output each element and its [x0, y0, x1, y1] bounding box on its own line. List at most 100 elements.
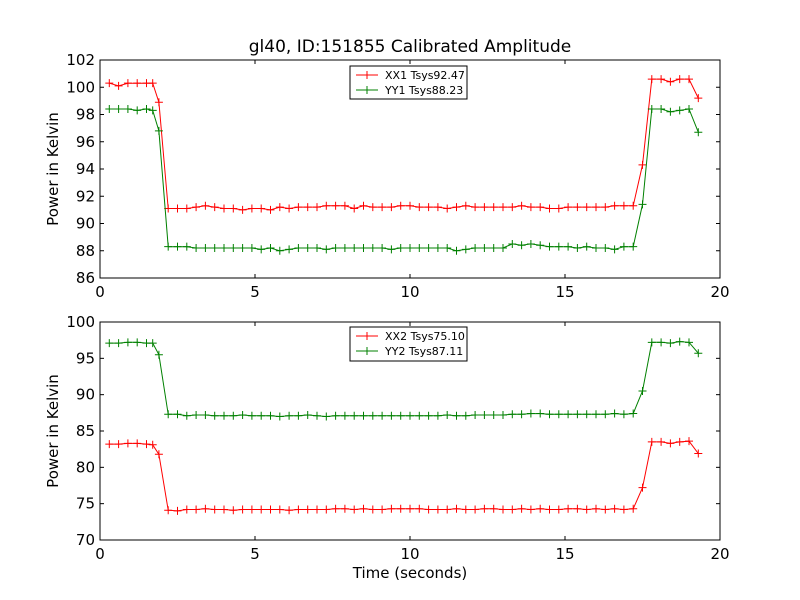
- data-point: [424, 505, 433, 514]
- data-point: [647, 338, 656, 347]
- data-point: [201, 201, 210, 210]
- data-point: [123, 79, 132, 88]
- data-point: [638, 483, 647, 492]
- data-point: [340, 411, 349, 420]
- data-point: [303, 203, 312, 212]
- data-point: [461, 245, 470, 254]
- data-point: [452, 504, 461, 513]
- legend: XX1 Tsys92.47 YY1 Tsys88.23: [349, 65, 468, 100]
- data-point: [471, 411, 480, 420]
- data-point: [406, 201, 414, 210]
- x-axis-label: Time (seconds): [352, 564, 468, 582]
- data-point: [294, 203, 303, 212]
- data-point: [368, 505, 377, 514]
- data-point: [517, 241, 526, 250]
- data-point: [452, 203, 461, 212]
- series-1: [105, 437, 703, 515]
- legend-item: XX2 Tsys75.10: [356, 330, 465, 343]
- x-tick-label: 0: [95, 545, 105, 563]
- data-point: [647, 437, 656, 446]
- data-point: [313, 203, 321, 212]
- x-tick-label: 20: [710, 545, 729, 563]
- data-point: [142, 440, 151, 449]
- data-point: [123, 439, 132, 448]
- x-tick-label: 0: [95, 283, 105, 301]
- data-point: [424, 411, 433, 420]
- data-point: [582, 505, 591, 514]
- data-point: [247, 505, 256, 514]
- data-point: [480, 411, 489, 420]
- data-point: [105, 105, 114, 114]
- data-point: [220, 505, 228, 514]
- series-1: [105, 75, 703, 214]
- data-point: [592, 244, 600, 253]
- data-point: [123, 105, 132, 114]
- data-point: [461, 411, 470, 420]
- data-point: [433, 244, 442, 253]
- data-point: [266, 244, 275, 253]
- data-point: [638, 387, 647, 396]
- data-point: [173, 242, 182, 251]
- data-point: [173, 204, 182, 213]
- y-tick-label: 70: [76, 531, 95, 549]
- data-point: [601, 410, 610, 419]
- data-point: [582, 203, 591, 212]
- data-point: [433, 505, 442, 514]
- data-point: [192, 505, 201, 514]
- data-point: [471, 244, 480, 253]
- y-tick-label: 96: [76, 133, 95, 151]
- data-point: [368, 244, 377, 253]
- data-point: [359, 411, 368, 420]
- data-point: [536, 409, 545, 418]
- y-tick-label: 85: [76, 422, 95, 440]
- data-point: [322, 505, 331, 514]
- data-point: [629, 242, 638, 251]
- data-point: [133, 106, 142, 115]
- data-point: [675, 106, 684, 115]
- data-point: [592, 203, 600, 212]
- data-point: [359, 504, 368, 513]
- data-point: [350, 411, 359, 420]
- data-point: [694, 94, 703, 103]
- data-point: [257, 411, 266, 420]
- data-point: [461, 505, 470, 514]
- data-point: [182, 505, 191, 514]
- data-point: [123, 338, 132, 347]
- data-point: [471, 505, 480, 514]
- data-point: [610, 245, 619, 254]
- data-point: [629, 201, 638, 210]
- data-point: [675, 337, 684, 346]
- data-point: [406, 244, 414, 253]
- legend-label: YY1 Tsys88.23: [384, 84, 463, 97]
- data-point: [564, 203, 573, 212]
- data-point: [647, 75, 656, 84]
- data-point: [368, 203, 377, 212]
- data-point: [350, 244, 359, 253]
- data-point: [610, 409, 619, 418]
- data-point: [340, 504, 349, 513]
- data-point: [499, 505, 507, 514]
- chart-title: gl40, ID:151855 Calibrated Amplitude: [249, 37, 571, 57]
- data-point: [331, 244, 340, 253]
- data-point: [210, 203, 219, 212]
- data-point: [387, 504, 396, 513]
- legend: XX2 Tsys75.10 YY2 Tsys87.11: [349, 326, 468, 362]
- y-tick-label: 92: [76, 187, 95, 205]
- data-point: [415, 244, 424, 253]
- data-point: [666, 77, 675, 86]
- data-point: [201, 411, 210, 420]
- data-point: [359, 201, 368, 210]
- data-point: [573, 410, 582, 419]
- data-point: [619, 201, 628, 210]
- y-tick-label: 94: [76, 160, 95, 178]
- data-point: [105, 79, 114, 88]
- data-point: [285, 506, 294, 515]
- data-point: [275, 246, 284, 255]
- data-point: [694, 449, 703, 458]
- legend-item: YY2 Tsys87.11: [356, 345, 463, 358]
- x-tick-label: 15: [555, 545, 574, 563]
- data-point: [601, 203, 610, 212]
- x-tick-label: 10: [400, 545, 419, 563]
- data-point: [685, 338, 693, 347]
- data-point: [554, 505, 563, 514]
